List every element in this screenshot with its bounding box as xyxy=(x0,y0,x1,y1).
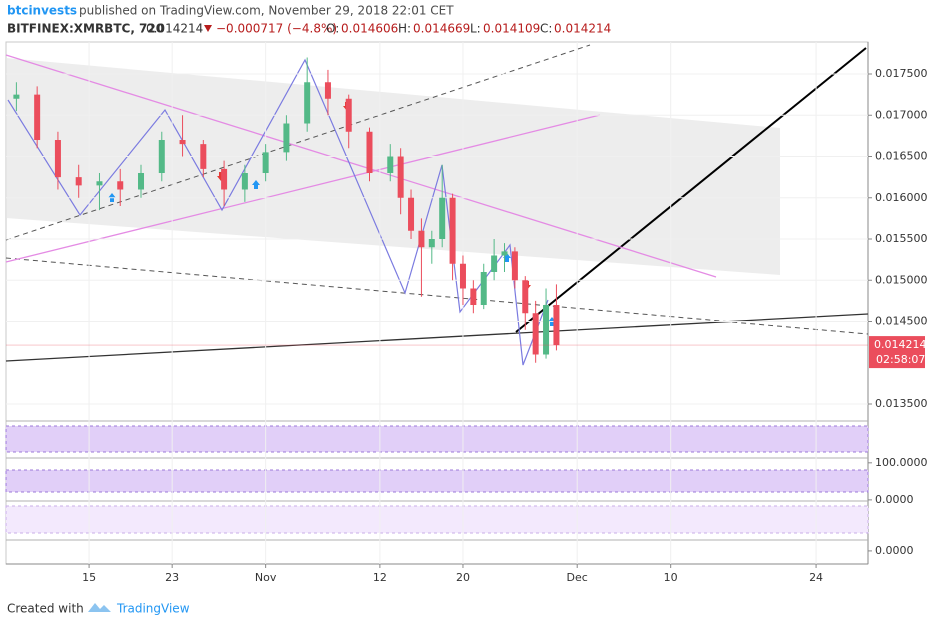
candle-body xyxy=(345,98,352,132)
candle-body xyxy=(491,255,498,273)
x-tick-label: 24 xyxy=(809,571,823,584)
x-tick-label: Dec xyxy=(567,571,588,584)
y-tick-label: 0.017000 xyxy=(875,108,928,121)
high: 0.014669 xyxy=(413,22,470,36)
candle-body xyxy=(117,181,124,190)
y-tick-label: 0.015000 xyxy=(875,273,928,286)
candle-body xyxy=(428,239,435,248)
low: 0.014109 xyxy=(483,22,540,36)
y-tick-label: 0.015500 xyxy=(875,232,928,245)
y-tick-label: 0.0000 xyxy=(875,544,914,557)
candle-body xyxy=(470,288,477,305)
brand[interactable]: TradingView xyxy=(116,602,190,616)
candle-body xyxy=(522,280,529,314)
candle-body xyxy=(221,168,228,190)
candle-body xyxy=(283,123,290,153)
candle-body xyxy=(397,156,404,198)
y-tick-label: 0.0000 xyxy=(875,493,914,506)
candle-body xyxy=(543,304,550,355)
x-tick-label: 15 xyxy=(82,571,96,584)
candle-body xyxy=(324,82,331,99)
last-price-box xyxy=(869,336,925,369)
trend-line xyxy=(5,44,591,241)
open: 0.014606 xyxy=(341,22,398,36)
candle-body xyxy=(418,230,425,248)
close: 0.014214 xyxy=(554,22,611,36)
published: published on TradingView.com, November 2… xyxy=(79,4,454,18)
candle-body xyxy=(138,173,145,190)
logo xyxy=(88,603,111,612)
trend-line xyxy=(5,54,717,278)
candle-body xyxy=(96,181,103,186)
last-price-label: 0.014214 xyxy=(874,338,927,351)
candle-body xyxy=(511,251,518,281)
candle-body xyxy=(480,272,487,305)
candle-body xyxy=(501,251,508,256)
candle-body xyxy=(54,140,61,178)
last-price: 0.014214 xyxy=(146,22,203,36)
candle-body xyxy=(553,304,560,346)
y-tick-label: 0.016000 xyxy=(875,191,928,204)
candle-body xyxy=(304,82,311,124)
candle-body xyxy=(387,156,394,174)
x-tick-label: 20 xyxy=(456,571,470,584)
l-label: L: xyxy=(470,22,481,36)
y-tick-label: 100.0000 xyxy=(875,456,928,469)
created-with: Created with xyxy=(7,602,84,616)
candle-body xyxy=(439,197,446,240)
h-label: H: xyxy=(398,22,411,36)
y-tick-label: 0.014500 xyxy=(875,314,928,327)
symbol: BITFINEX:XMRBTC, 720 xyxy=(7,22,164,36)
candle-body xyxy=(532,313,539,355)
x-tick-label: Nov xyxy=(255,571,277,584)
zigzag xyxy=(7,58,549,366)
candle-body xyxy=(262,152,269,174)
rsi-band xyxy=(5,425,869,453)
trend-line xyxy=(515,47,867,333)
candle-body xyxy=(241,173,248,190)
y-tick-label: 0.016500 xyxy=(875,150,928,163)
stoch-band xyxy=(5,469,869,493)
candle-body xyxy=(449,197,456,264)
candle-body xyxy=(200,144,207,169)
candle-body xyxy=(459,263,466,289)
o-label: O: xyxy=(326,22,339,36)
candle-body xyxy=(158,140,165,174)
candle-body xyxy=(34,94,41,141)
candle-body xyxy=(179,140,186,145)
x-tick-label: 10 xyxy=(664,571,678,584)
countdown: 02:58:07 xyxy=(876,353,925,366)
candle-body xyxy=(13,94,20,99)
change: −0.000717 (−4.8%) xyxy=(216,22,337,36)
x-tick-label: 23 xyxy=(165,571,179,584)
down-arrow xyxy=(204,25,212,32)
candle-body xyxy=(366,131,373,174)
author[interactable]: btcinvests xyxy=(7,4,77,18)
indicator-band xyxy=(5,505,869,534)
y-tick-label: 0.017500 xyxy=(875,67,928,80)
candle-body xyxy=(408,197,415,231)
c-label: C: xyxy=(540,22,552,36)
y-tick-label: 0.013500 xyxy=(875,397,928,410)
x-tick-label: 12 xyxy=(373,571,387,584)
trend-line xyxy=(5,114,601,263)
candle-body xyxy=(75,177,82,186)
